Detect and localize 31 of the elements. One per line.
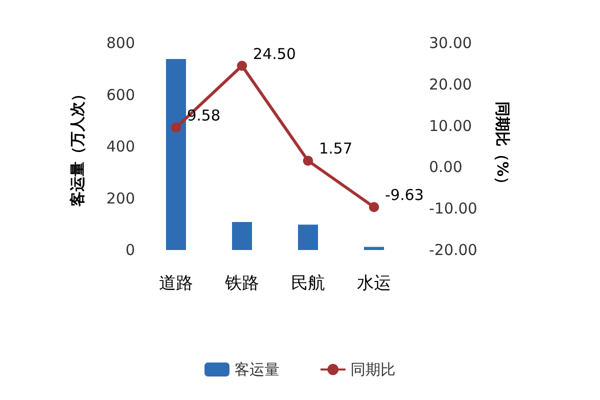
y-axis-title: 客运量（万人次） <box>68 86 86 208</box>
bar <box>364 246 384 250</box>
y2-tick-label: -20.00 <box>429 241 478 259</box>
y2-tick-label: 20.00 <box>429 75 472 94</box>
y2-tick-label: 0.00 <box>429 158 462 176</box>
x-tick-label: 铁路 <box>224 274 259 294</box>
bar <box>298 224 318 250</box>
y-tick-label: 0 <box>125 241 135 259</box>
y-tick-label: 600 <box>106 86 135 104</box>
y-tick-label: 200 <box>106 189 135 208</box>
x-tick-label: 道路 <box>159 274 193 294</box>
bar <box>166 59 186 250</box>
point <box>303 156 313 166</box>
data-label: 1.57 <box>319 140 352 158</box>
y2-tick-label: -10.00 <box>429 200 478 218</box>
y-tick-label: 400 <box>106 138 135 156</box>
point <box>369 202 379 212</box>
data-label: -9.63 <box>385 186 424 204</box>
x-tick-label: 水运 <box>357 274 391 294</box>
point <box>237 60 247 71</box>
legend-label: 同期比 <box>350 360 396 378</box>
x-tick-label: 民航 <box>291 274 325 294</box>
data-label: 24.50 <box>253 44 296 63</box>
y2-axis-title: 同期比（%） <box>494 101 512 192</box>
data-label: 9.58 <box>187 106 220 125</box>
y-tick-label: 800 <box>106 34 135 52</box>
legend-label: 客运量 <box>234 360 280 378</box>
y2-tick-label: 30.00 <box>429 34 472 52</box>
y2-tick-label: 10.00 <box>429 116 472 135</box>
bar <box>232 222 252 250</box>
point <box>171 122 181 133</box>
